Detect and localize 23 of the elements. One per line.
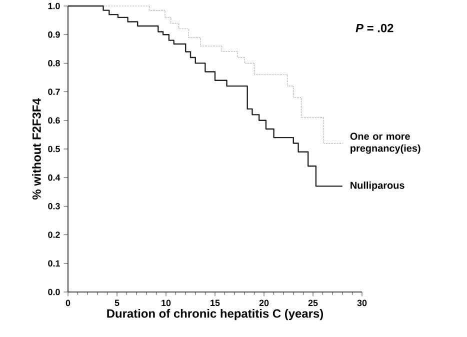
x-tick-label: 15	[210, 300, 220, 306]
y-tick-label: 0.3	[48, 203, 60, 210]
y-axis-title: % without F2F3F4	[32, 98, 41, 200]
text: P = .02	[356, 24, 394, 32]
y-tick-label: 0.4	[48, 174, 60, 181]
y-tick-label: 0.6	[48, 117, 60, 124]
y-tick-label: 0.5	[48, 146, 60, 152]
y-tick-label: 0.7	[48, 88, 60, 95]
x-axis-title: Duration of chronic hepatitis C (years)	[107, 308, 324, 320]
x-tick-label: 10	[162, 300, 171, 306]
x-tick-label: 30	[357, 300, 367, 306]
y-tick-label: 0.1	[48, 260, 60, 267]
y-tick-label: 0.8	[48, 60, 60, 66]
y-tick-label: 0.9	[48, 31, 60, 38]
y-tick-label: 0.2	[48, 232, 60, 238]
y-tick-label: 0.0	[48, 288, 60, 296]
series-label: Nulliparous	[350, 182, 404, 191]
x-tick-label: 5	[114, 300, 120, 306]
y-tick-label: 1.0	[48, 2, 60, 10]
x-tick-label: 0	[66, 300, 70, 306]
x-tick-label: 20	[259, 300, 269, 306]
x-tick-label: 25	[308, 300, 318, 306]
series-label: One or more pregnancy(ies)	[350, 132, 420, 154]
